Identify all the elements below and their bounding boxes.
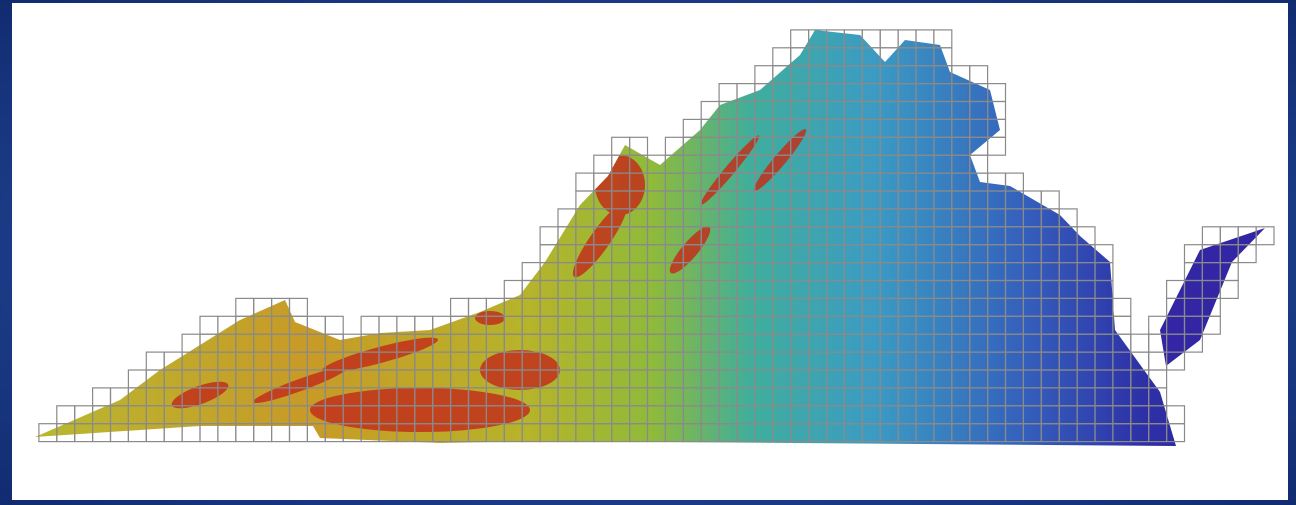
grid-tile	[1165, 423, 1186, 443]
grid-tile	[1237, 244, 1257, 264]
grid-tile	[1255, 226, 1275, 246]
ridge-area	[572, 202, 628, 278]
ridge-area	[475, 311, 505, 325]
ridge-area	[310, 388, 530, 432]
ridge-area	[700, 135, 760, 205]
grid-tile	[1201, 315, 1221, 335]
grid-tile	[986, 136, 1007, 156]
eastern-shore	[1160, 228, 1265, 366]
tile-grid	[38, 29, 1275, 443]
ridge-area	[252, 366, 348, 404]
ridge-area	[669, 226, 711, 274]
ridge-area	[322, 337, 438, 373]
grid-tile	[1219, 279, 1239, 299]
grid-tile	[1183, 333, 1203, 353]
ridge-area	[753, 129, 807, 191]
grid-tile	[1165, 351, 1186, 371]
